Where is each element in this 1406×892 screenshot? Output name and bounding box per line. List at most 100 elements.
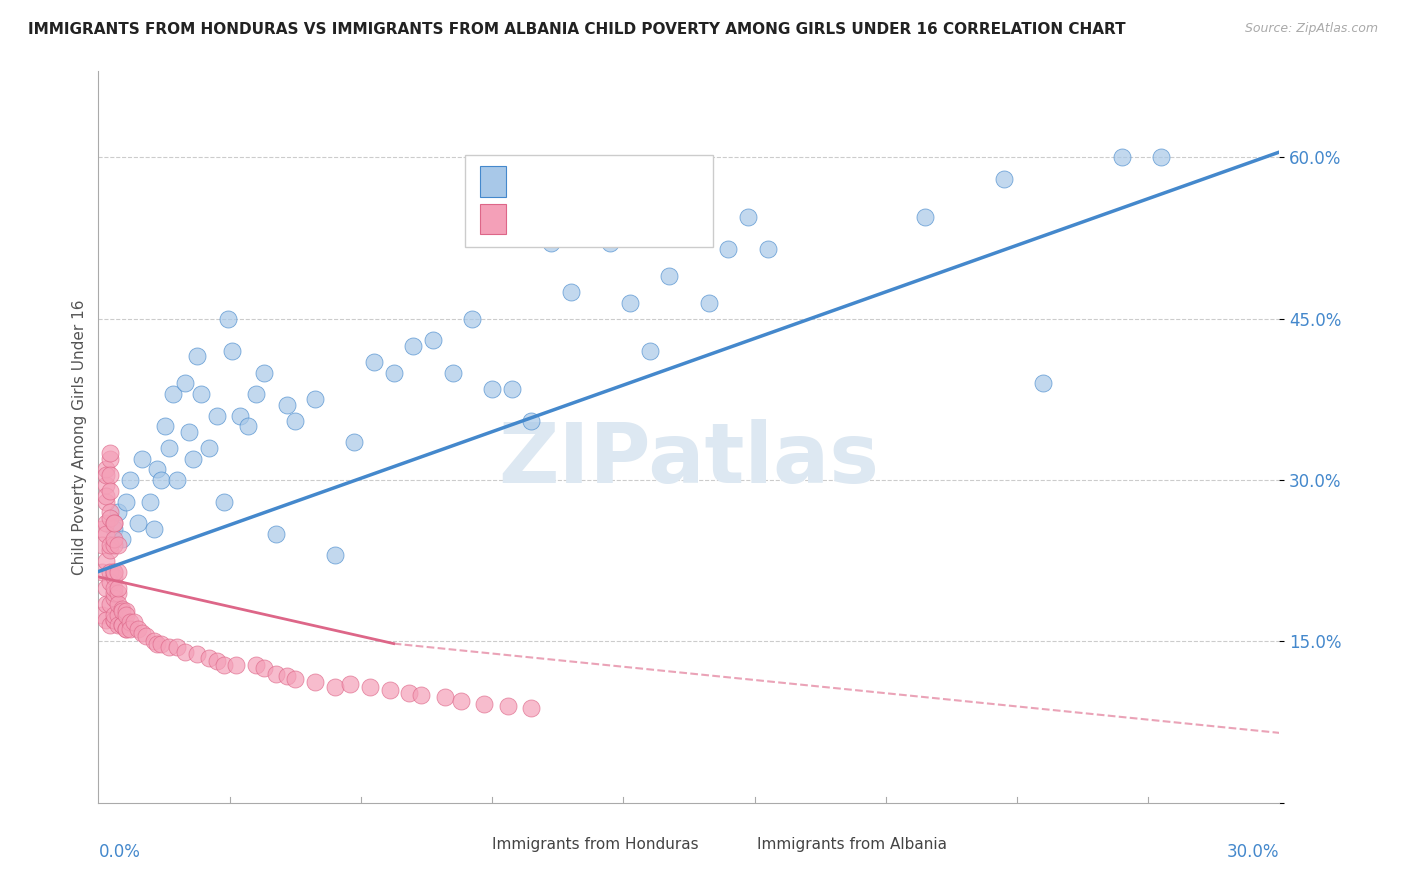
Point [96,527,118,541]
Point [174,376,197,391]
Point [111,618,134,632]
Point [115,494,138,508]
Point [103,533,125,547]
Point [98,597,121,611]
Point [343,435,366,450]
Point [98,505,121,519]
Point [323,680,346,694]
Point [155,419,177,434]
Point [382,366,405,380]
Point [433,690,456,705]
Point [91,521,114,535]
Point [131,625,153,640]
Point [96,494,118,508]
Point [107,505,129,519]
Bar [479,167,506,197]
Point [131,451,153,466]
Point [98,538,121,552]
Point [103,613,125,627]
Point [96,613,118,627]
Point [98,618,121,632]
Point [461,311,484,326]
Point [205,409,228,423]
Point [520,701,543,715]
Point [217,311,239,326]
Text: R =  0.595   N = 60: R = 0.595 N = 60 [515,174,688,188]
Point [236,419,259,434]
Point [150,473,173,487]
Point [253,661,276,675]
Text: IMMIGRANTS FROM HONDURAS VS IMMIGRANTS FROM ALBANIA CHILD POVERTY AMONG GIRLS UN: IMMIGRANTS FROM HONDURAS VS IMMIGRANTS F… [28,22,1126,37]
Point [103,613,125,627]
Point [91,538,114,552]
Point [284,414,307,428]
Point [103,586,125,600]
Point [111,602,134,616]
Point [103,538,125,552]
Point [540,236,562,251]
Point [402,338,425,352]
Point [118,473,141,487]
Point [276,398,298,412]
Point [115,607,138,622]
Point [166,473,188,487]
Point [142,521,165,535]
Point [914,210,936,224]
Point [150,637,173,651]
Point [138,494,160,508]
Point [111,533,134,547]
Text: Immigrants from Albania: Immigrants from Albania [758,837,948,852]
Point [638,344,661,359]
Point [103,591,125,606]
Point [146,462,169,476]
Point [245,387,267,401]
Text: R = -0.134   N =  91: R = -0.134 N = 91 [515,211,696,227]
Text: 30.0%: 30.0% [1227,843,1279,861]
Point [107,565,129,579]
Point [115,604,138,618]
Text: 0.0%: 0.0% [98,843,141,861]
Point [253,366,276,380]
Point [115,622,138,636]
Point [98,451,121,466]
Point [472,697,495,711]
Point [560,285,582,299]
Point [115,622,138,636]
Point [98,467,121,482]
Point [111,618,134,632]
Point [284,672,307,686]
Point [118,622,141,636]
Point [146,637,169,651]
Point [103,516,125,530]
Point [993,172,1015,186]
Point [135,629,157,643]
Point [363,355,385,369]
Point [122,615,145,629]
Point [157,441,180,455]
Point [157,640,180,654]
Text: Immigrants from Honduras: Immigrants from Honduras [492,837,699,852]
Point [127,516,149,530]
Point [450,693,472,707]
Point [98,543,121,558]
Point [422,333,444,347]
Point [107,607,129,622]
Point [619,295,641,310]
Point [103,581,125,595]
FancyBboxPatch shape [464,155,713,247]
Bar [479,203,506,235]
Point [229,409,252,423]
Point [98,565,121,579]
Point [142,634,165,648]
Point [107,618,129,632]
Point [96,462,118,476]
Point [756,242,779,256]
Point [205,654,228,668]
Bar [724,832,751,858]
Point [697,295,720,310]
Point [599,236,621,251]
Point [1111,150,1133,164]
Point [197,441,219,455]
Point [181,451,204,466]
Point [304,392,326,407]
